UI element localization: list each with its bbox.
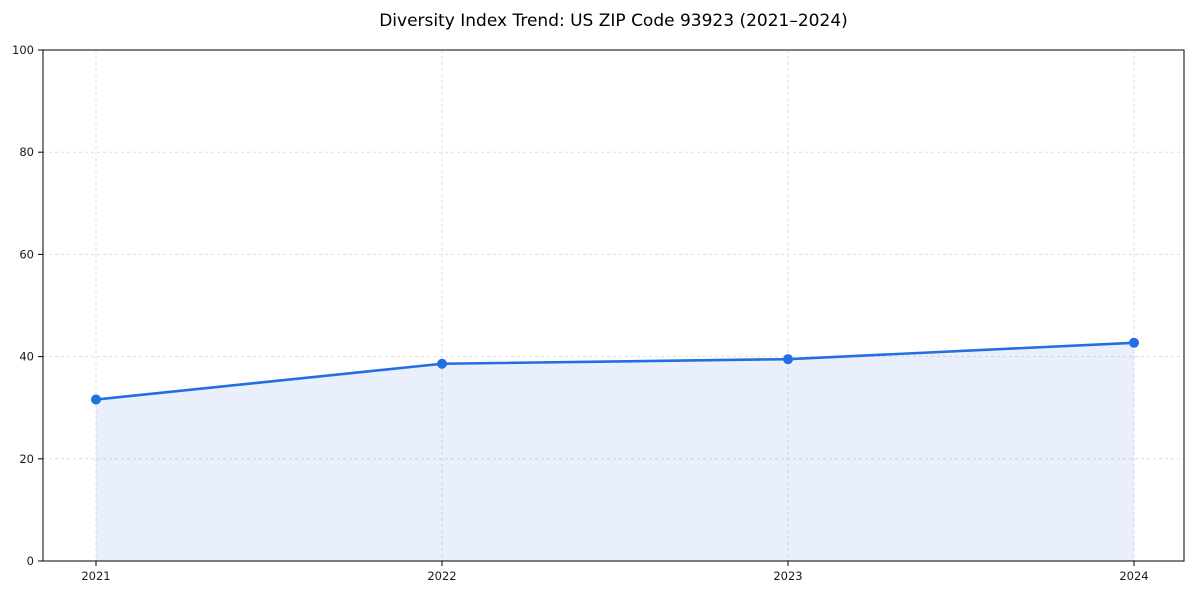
data-point-marker: [91, 394, 101, 405]
x-tick-label: 2021: [81, 569, 110, 583]
y-tick-label: 20: [19, 452, 34, 466]
data-point-marker: [1129, 337, 1139, 348]
data-point-marker: [437, 358, 447, 369]
y-tick-label: 100: [12, 43, 34, 57]
data-point-marker: [783, 354, 793, 365]
series-area-fill: [96, 342, 1134, 561]
axes-spines: [42, 49, 1185, 562]
y-tick-label: 60: [19, 247, 34, 261]
y-tick-label: 80: [19, 145, 34, 159]
series-line: [94, 341, 1136, 401]
y-tick-label: 40: [19, 350, 34, 364]
x-tick-label: 2022: [427, 569, 456, 583]
x-tick-label: 2023: [773, 569, 802, 583]
y-tick-label: 0: [27, 554, 34, 568]
x-tick-label: 2024: [1119, 569, 1148, 583]
chart-title: Diversity Index Trend: US ZIP Code 93923…: [379, 11, 848, 31]
